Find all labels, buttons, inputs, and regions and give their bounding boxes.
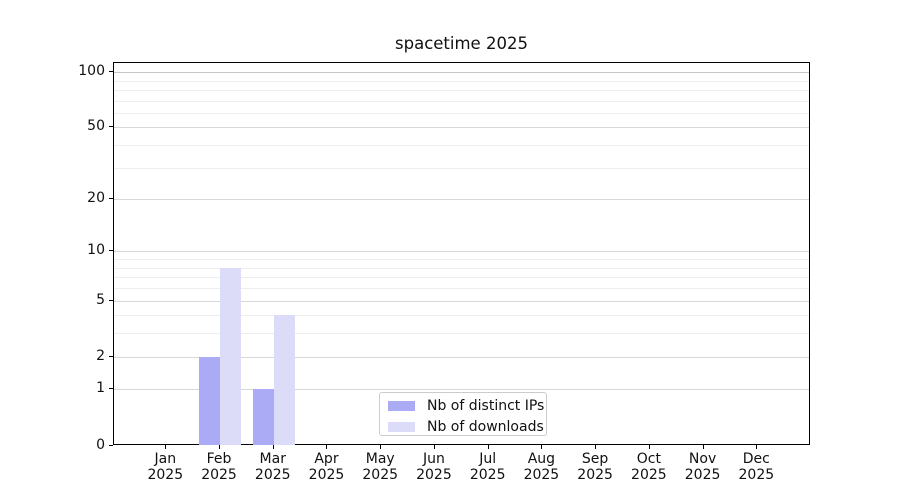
legend-item-downloads: Nb of downloads xyxy=(380,418,546,436)
x-tick-mark xyxy=(595,445,597,449)
x-tick-label: Jun 2025 xyxy=(416,450,452,483)
legend-item-distinct-ips: Nb of distinct IPs xyxy=(380,397,546,415)
gridline-major xyxy=(114,300,809,302)
y-tick-label: 20 xyxy=(87,190,105,207)
legend-label-distinct-ips: Nb of distinct IPs xyxy=(427,398,545,414)
gridline-minor xyxy=(114,145,809,147)
chart-title: spacetime 2025 xyxy=(395,34,528,53)
gridline-minor xyxy=(114,259,809,261)
y-tick-label: 2 xyxy=(96,347,105,364)
y-tick-mark xyxy=(109,198,113,200)
y-tick-label: 5 xyxy=(96,291,105,308)
plot-area xyxy=(113,62,810,446)
y-tick-label: 1 xyxy=(96,380,105,397)
gridline-minor xyxy=(114,288,809,290)
x-tick-mark xyxy=(756,445,758,449)
x-tick-mark xyxy=(165,445,167,449)
y-tick-label: 100 xyxy=(78,63,105,80)
gridline-major xyxy=(114,199,809,201)
y-tick-mark xyxy=(109,299,113,301)
x-tick-mark xyxy=(272,445,274,449)
x-tick-label: Feb 2025 xyxy=(201,450,237,483)
bar-downloads xyxy=(273,315,295,446)
gridline-minor xyxy=(114,333,809,335)
bar-distinct-ips xyxy=(199,356,221,446)
y-tick-label: 50 xyxy=(87,118,105,135)
gridline-minor xyxy=(114,277,809,279)
x-tick-mark xyxy=(326,445,328,449)
gridline-major xyxy=(114,356,809,358)
y-tick-mark xyxy=(109,126,113,128)
x-tick-label: Aug 2025 xyxy=(523,450,560,483)
y-tick-mark xyxy=(109,355,113,357)
gridline-major xyxy=(114,127,809,129)
x-tick-label: Jan 2025 xyxy=(147,450,184,483)
legend-label-downloads: Nb of downloads xyxy=(427,419,544,435)
gridline-minor xyxy=(114,267,809,269)
gridline-minor xyxy=(114,315,809,317)
y-tick-mark xyxy=(109,250,113,252)
x-tick-mark xyxy=(648,445,650,449)
x-tick-mark xyxy=(487,445,489,449)
x-tick-label: Oct 2025 xyxy=(631,450,667,483)
x-tick-label: Apr 2025 xyxy=(308,450,345,483)
y-tick-mark xyxy=(109,71,113,73)
gridline-minor xyxy=(114,80,809,82)
bar-downloads xyxy=(220,267,242,446)
gridline-major xyxy=(114,72,809,74)
x-tick-mark xyxy=(702,445,704,449)
y-tick-label: 10 xyxy=(87,242,105,259)
x-tick-mark xyxy=(380,445,382,449)
gridline-minor xyxy=(114,167,809,169)
x-tick-label: Nov 2025 xyxy=(684,450,721,483)
gridline-major xyxy=(114,389,809,391)
legend-swatch-distinct-ips xyxy=(388,401,415,411)
y-tick-label: 0 xyxy=(96,436,105,453)
gridline-minor xyxy=(114,112,809,114)
x-tick-label: May 2025 xyxy=(362,450,399,483)
gridline-major xyxy=(114,251,809,253)
x-tick-label: Jul 2025 xyxy=(469,450,506,483)
legend: Nb of distinct IPs Nb of downloads xyxy=(379,392,547,436)
x-tick-mark xyxy=(541,445,543,449)
x-tick-mark xyxy=(433,445,435,449)
x-tick-label: Mar 2025 xyxy=(254,450,291,483)
y-tick-mark xyxy=(109,444,113,446)
x-tick-mark xyxy=(219,445,221,449)
gridline-minor xyxy=(114,100,809,102)
gridline-minor xyxy=(114,89,809,91)
y-tick-mark xyxy=(109,388,113,390)
x-tick-label: Sep 2025 xyxy=(577,450,613,483)
legend-swatch-downloads xyxy=(388,422,415,432)
bar-distinct-ips xyxy=(252,389,274,446)
x-tick-label: Dec 2025 xyxy=(738,450,775,483)
